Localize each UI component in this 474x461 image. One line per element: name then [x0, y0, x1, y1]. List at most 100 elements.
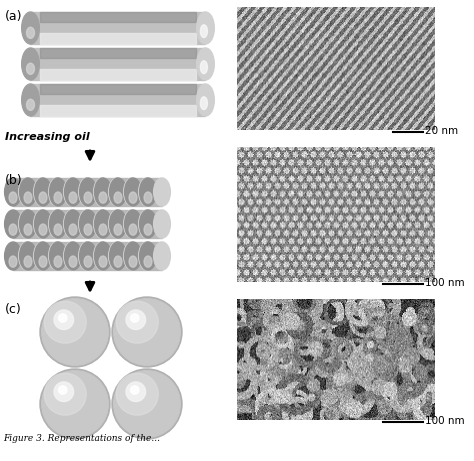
Ellipse shape: [18, 242, 36, 270]
Bar: [13, 178, 27, 206]
Bar: [43, 178, 57, 206]
Ellipse shape: [95, 242, 111, 270]
Bar: [58, 178, 72, 206]
Ellipse shape: [54, 192, 62, 203]
Ellipse shape: [99, 256, 107, 267]
Bar: [133, 210, 147, 238]
Text: (c): (c): [5, 303, 22, 316]
Bar: [133, 242, 147, 270]
Ellipse shape: [99, 224, 107, 235]
Bar: [30, 84, 206, 116]
Ellipse shape: [69, 224, 77, 235]
Ellipse shape: [27, 27, 35, 38]
Ellipse shape: [129, 224, 137, 235]
Ellipse shape: [49, 242, 65, 270]
Ellipse shape: [19, 242, 36, 270]
Ellipse shape: [39, 256, 47, 267]
Ellipse shape: [27, 63, 35, 74]
Ellipse shape: [109, 210, 127, 238]
Bar: [28, 210, 42, 238]
Text: Increasing oil: Increasing oil: [5, 132, 90, 142]
Bar: [73, 178, 87, 206]
Ellipse shape: [64, 210, 82, 238]
Ellipse shape: [95, 178, 111, 206]
Ellipse shape: [114, 224, 122, 235]
Ellipse shape: [154, 178, 170, 206]
Ellipse shape: [79, 242, 95, 270]
Ellipse shape: [34, 242, 50, 270]
Ellipse shape: [34, 210, 50, 238]
Bar: [118, 178, 132, 206]
Ellipse shape: [144, 256, 152, 267]
Bar: [43, 210, 57, 238]
Bar: [73, 242, 87, 270]
Ellipse shape: [22, 84, 39, 116]
Ellipse shape: [24, 192, 32, 203]
Bar: [88, 242, 102, 270]
Ellipse shape: [80, 242, 96, 270]
Circle shape: [44, 373, 86, 415]
Ellipse shape: [64, 242, 82, 270]
Ellipse shape: [27, 99, 35, 110]
Ellipse shape: [19, 178, 36, 206]
Ellipse shape: [109, 178, 127, 206]
Ellipse shape: [39, 224, 47, 235]
Bar: [118, 210, 132, 238]
Bar: [40, 48, 196, 58]
Circle shape: [42, 299, 108, 365]
Bar: [40, 84, 196, 94]
Ellipse shape: [84, 224, 92, 235]
Bar: [148, 210, 162, 238]
Ellipse shape: [93, 178, 110, 206]
Ellipse shape: [125, 210, 141, 238]
Ellipse shape: [80, 210, 96, 238]
Ellipse shape: [35, 210, 51, 238]
Ellipse shape: [34, 178, 50, 206]
Circle shape: [130, 314, 139, 322]
Bar: [148, 242, 162, 270]
Ellipse shape: [125, 178, 141, 206]
Ellipse shape: [201, 61, 208, 74]
Ellipse shape: [24, 224, 32, 235]
Ellipse shape: [22, 48, 39, 80]
Ellipse shape: [50, 210, 66, 238]
Text: Figure 3. Representations of the...: Figure 3. Representations of the...: [3, 434, 160, 443]
Circle shape: [54, 310, 73, 330]
Ellipse shape: [93, 210, 110, 238]
Ellipse shape: [84, 256, 92, 267]
Ellipse shape: [50, 178, 66, 206]
Ellipse shape: [109, 242, 127, 270]
Circle shape: [116, 301, 158, 343]
Ellipse shape: [197, 12, 214, 44]
Ellipse shape: [54, 224, 62, 235]
Circle shape: [40, 369, 110, 439]
Ellipse shape: [9, 256, 17, 267]
Ellipse shape: [144, 192, 152, 203]
Bar: [40, 33, 196, 44]
Ellipse shape: [9, 192, 17, 203]
Ellipse shape: [80, 178, 96, 206]
Ellipse shape: [138, 242, 155, 270]
Bar: [103, 242, 117, 270]
Circle shape: [59, 314, 67, 322]
Ellipse shape: [35, 178, 51, 206]
Ellipse shape: [124, 178, 140, 206]
Ellipse shape: [140, 210, 156, 238]
Bar: [88, 210, 102, 238]
Ellipse shape: [109, 178, 126, 206]
Ellipse shape: [18, 210, 36, 238]
Ellipse shape: [138, 210, 155, 238]
Ellipse shape: [84, 192, 92, 203]
Ellipse shape: [140, 178, 156, 206]
Text: 100 nm: 100 nm: [425, 416, 465, 426]
Text: (b): (b): [5, 174, 23, 187]
Ellipse shape: [39, 192, 47, 203]
Bar: [118, 242, 132, 270]
Ellipse shape: [109, 242, 126, 270]
Bar: [58, 210, 72, 238]
Ellipse shape: [49, 210, 65, 238]
Circle shape: [114, 371, 180, 437]
Ellipse shape: [5, 178, 21, 206]
Bar: [103, 210, 117, 238]
Circle shape: [40, 297, 110, 367]
